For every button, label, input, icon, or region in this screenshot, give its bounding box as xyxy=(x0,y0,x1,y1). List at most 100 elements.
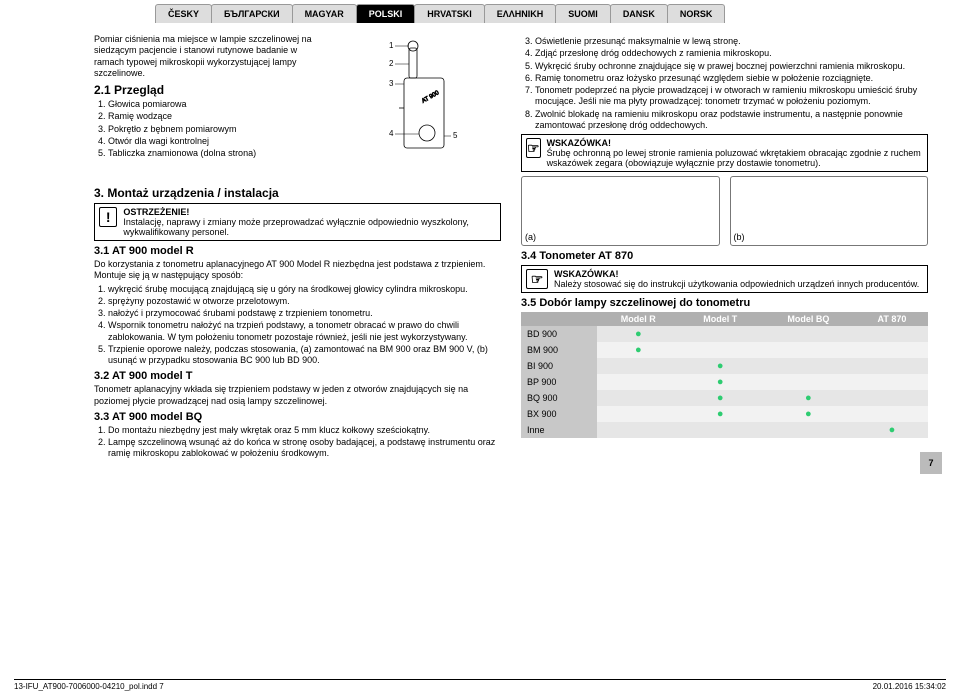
left-column: Pomiar ciśnienia ma miejsce w lampie szc… xyxy=(94,34,501,462)
list-item: Zdjąć przesłonę dróg oddechowych z ramie… xyxy=(535,48,928,59)
table-cell xyxy=(856,374,928,390)
section-3-1-intro: Do korzystania z tonometru aplanacyjnego… xyxy=(94,259,501,282)
list-item: Oświetlenie przesunąć maksymalnie w lewą… xyxy=(535,36,928,47)
table-cell: BQ 900 xyxy=(521,390,597,406)
table-header: Model BQ xyxy=(761,312,856,326)
overview-list: Głowica pomiarowaRamię wodzące Pokrętło z… xyxy=(94,99,321,159)
section-3-4-title: 3.4 Tonometer AT 870 xyxy=(521,250,928,262)
list-item: Ramię tonometru oraz łożysko przesunąć w… xyxy=(535,73,928,84)
table-header: Model R xyxy=(597,312,680,326)
table-cell: BI 900 xyxy=(521,358,597,374)
language-tab[interactable]: ČESKY xyxy=(155,4,212,23)
svg-text:AT 900: AT 900 xyxy=(421,90,441,105)
warning-icon: ! xyxy=(99,207,117,227)
language-tab[interactable]: NORSK xyxy=(667,4,726,23)
table-cell: ● xyxy=(761,406,856,422)
list-item: Do montażu niezbędny jest mały wkrętak o… xyxy=(108,425,501,436)
table-cell: Inne xyxy=(521,422,597,438)
tip2-body: Należy stosować się do instrukcji użytko… xyxy=(554,279,919,289)
svg-text:4: 4 xyxy=(389,129,394,138)
language-tab[interactable]: DANSK xyxy=(610,4,668,23)
section-3-2-body: Tonometr aplanacyjny wkłada się trzpieni… xyxy=(94,384,501,407)
table-row: BX 900 ●● xyxy=(521,406,928,422)
table-cell: ● xyxy=(597,342,680,358)
table-cell: ● xyxy=(680,390,761,406)
language-tab[interactable]: HRVATSKI xyxy=(414,4,485,23)
table-cell xyxy=(680,342,761,358)
section-2-1-title: 2.1 Przegląd xyxy=(94,83,321,97)
warning-title: OSTRZEŻENIE! xyxy=(123,207,189,217)
table-cell xyxy=(597,422,680,438)
section-3-5-title: 3.5 Dobór lampy szczelinowej do tonometr… xyxy=(521,297,928,309)
table-cell xyxy=(761,326,856,342)
table-cell xyxy=(856,390,928,406)
table-cell xyxy=(856,358,928,374)
table-cell: BD 900 xyxy=(521,326,597,342)
table-row: BM 900● xyxy=(521,342,928,358)
table-cell: BP 900 xyxy=(521,374,597,390)
hand-icon: ☞ xyxy=(526,269,548,289)
tip2-title: WSKAZÓWKA! xyxy=(554,269,619,279)
table-cell xyxy=(761,422,856,438)
table-cell: ● xyxy=(680,358,761,374)
device-illustration: AT 900 1 2 3 4 5 xyxy=(349,38,479,178)
table-cell xyxy=(597,358,680,374)
table-cell: ● xyxy=(680,406,761,422)
tip-box-1: ☞ WSKAZÓWKA! Śrubę ochronną po lewej str… xyxy=(521,134,928,172)
table-cell xyxy=(761,342,856,358)
table-row: BQ 900 ●● xyxy=(521,390,928,406)
language-tab[interactable]: SUOMI xyxy=(555,4,611,23)
table-cell xyxy=(761,358,856,374)
svg-text:2: 2 xyxy=(389,59,394,68)
tip-box-2: ☞ WSKAZÓWKA! Należy stosować się do inst… xyxy=(521,265,928,293)
page-number: 7 xyxy=(920,452,942,474)
language-tabs: ČESKYБЪЛГАРСКИMAGYARPOLSKIHRVATSKIΕΛΛΗΝΙ… xyxy=(155,4,724,23)
footer-left: 13-IFU_AT900-7006000-04210_pol.indd 7 xyxy=(14,682,164,691)
illustration-a: (a) xyxy=(521,176,720,246)
section-3-3-title: 3.3 AT 900 model BQ xyxy=(94,411,501,423)
svg-text:3: 3 xyxy=(389,79,394,88)
list-item: wykręcić śrubę mocującą znajdującą się u… xyxy=(108,284,501,295)
table-row: BP 900 ● xyxy=(521,374,928,390)
table-cell: ● xyxy=(856,422,928,438)
table-cell: ● xyxy=(761,390,856,406)
language-tab[interactable]: POLSKI xyxy=(356,4,416,23)
illustration-b: (b) xyxy=(730,176,929,246)
section-3-1-list: wykręcić śrubę mocującą znajdującą się u… xyxy=(94,284,501,367)
language-tab[interactable]: ΕΛΛΗΝΙΚΗ xyxy=(484,4,557,23)
section-3-title: 3. Montaż urządzenia / instalacja xyxy=(94,186,501,200)
footer: 13-IFU_AT900-7006000-04210_pol.indd 7 20… xyxy=(14,679,946,691)
section-3-2-title: 3.2 AT 900 model T xyxy=(94,370,501,382)
list-item: sprężyny pozostawić w otworze przelotowy… xyxy=(108,296,501,307)
compatibility-table: Model RModel TModel BQAT 870 BD 900●BM 9… xyxy=(521,312,928,438)
warning-body: Instalację, naprawy i zmiany może przepr… xyxy=(123,217,469,237)
table-cell xyxy=(597,406,680,422)
section-3-1-title: 3.1 AT 900 model R xyxy=(94,245,501,257)
table-cell: BM 900 xyxy=(521,342,597,358)
intro-text: Pomiar ciśnienia ma miejsce w lampie szc… xyxy=(94,34,321,79)
right-column: Oświetlenie przesunąć maksymalnie w lewą… xyxy=(521,34,928,462)
table-cell: ● xyxy=(680,374,761,390)
list-item: Wspornik tonometru nałożyć na trzpień po… xyxy=(108,320,501,343)
table-cell: BX 900 xyxy=(521,406,597,422)
svg-text:1: 1 xyxy=(389,41,394,50)
table-cell xyxy=(597,374,680,390)
right-top-list: Oświetlenie przesunąć maksymalnie w lewą… xyxy=(521,36,928,131)
table-header xyxy=(521,312,597,326)
tip1-title: WSKAZÓWKA! xyxy=(547,138,612,148)
list-item: Otwór dla wagi kontrolnej xyxy=(108,136,321,147)
table-row: BI 900 ● xyxy=(521,358,928,374)
table-cell xyxy=(680,422,761,438)
table-cell xyxy=(856,342,928,358)
language-tab[interactable]: БЪЛГАРСКИ xyxy=(211,4,293,23)
tip1-body: Śrubę ochronną po lewej stronie ramienia… xyxy=(547,148,921,168)
language-tab[interactable]: MAGYAR xyxy=(292,4,357,23)
warning-box: ! OSTRZEŻENIE! Instalację, naprawy i zmi… xyxy=(94,203,501,241)
table-cell xyxy=(597,390,680,406)
table-header: AT 870 xyxy=(856,312,928,326)
list-item: Tabliczka znamionowa (dolna strona) xyxy=(108,148,321,159)
list-item: Pokrętło z bębnem pomiarowym xyxy=(108,124,321,135)
list-item: Ramię wodzące xyxy=(108,111,321,122)
table-cell xyxy=(761,374,856,390)
list-item: Głowica pomiarowa xyxy=(108,99,321,110)
